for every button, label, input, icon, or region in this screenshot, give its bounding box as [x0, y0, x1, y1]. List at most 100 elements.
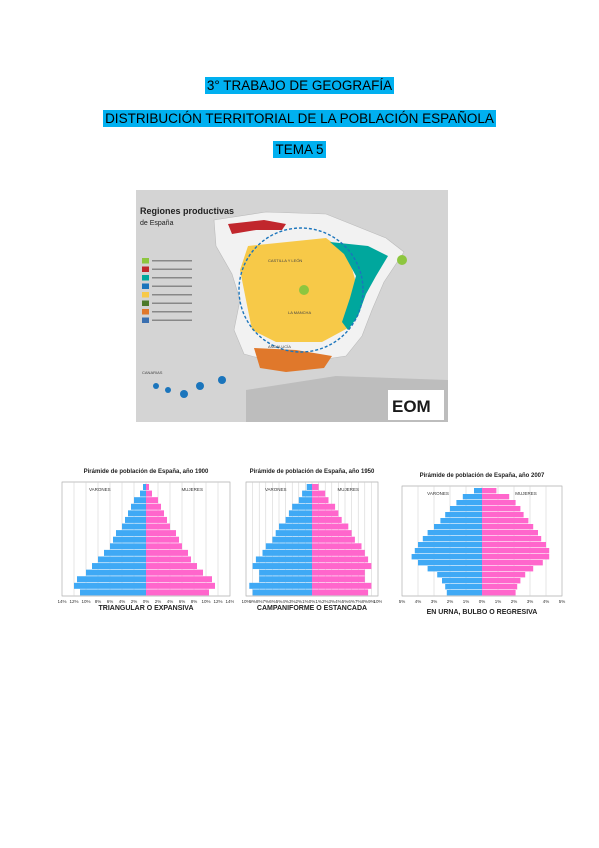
- pyramid-title: Pirámide de población de España, año 195…: [250, 469, 375, 475]
- tick-label: 10%: [242, 599, 251, 604]
- tick-label: 1%: [302, 599, 309, 604]
- male-label: VARONES: [265, 487, 287, 492]
- legend-swatch: [142, 258, 149, 264]
- tick-label: 6%: [179, 599, 186, 604]
- female-bar: [146, 503, 161, 510]
- tick-label: 3%: [289, 599, 296, 604]
- tick-label: 0%: [479, 599, 486, 604]
- male-bar: [474, 488, 482, 494]
- male-bar: [110, 543, 146, 550]
- pyramid-caption-2007: EN URNA, BULBO O REGRESIVA: [426, 609, 538, 616]
- legend-swatch: [142, 317, 149, 323]
- female-bar: [482, 536, 542, 542]
- legend-text-line: [152, 260, 192, 262]
- male-bar: [140, 490, 146, 497]
- male-bar: [116, 530, 146, 537]
- tick-label: 3%: [329, 599, 336, 604]
- female-bar: [312, 556, 369, 563]
- female-bar: [146, 490, 152, 497]
- tick-label: 0%: [143, 599, 150, 604]
- eom-logo: EOM: [392, 397, 431, 416]
- canary-island: [153, 383, 159, 389]
- male-bar: [446, 590, 482, 596]
- female-label: MUJERES: [515, 491, 537, 496]
- tick-label: 7%: [263, 599, 270, 604]
- pyramid-1950: Pirámide de población de España, año 195…: [242, 469, 382, 604]
- male-bar: [445, 584, 482, 590]
- tick-label: 2%: [296, 599, 303, 604]
- female-bar: [146, 569, 203, 576]
- female-bar: [146, 549, 188, 556]
- pyramid-title: Pirámide de población de España, año 190…: [84, 469, 209, 475]
- tick-label: 2%: [447, 599, 454, 604]
- title-text-2: DISTRIBUCIÓN TERRITORIAL DE LA POBLACIÓN…: [103, 110, 496, 127]
- legend-text-line: [152, 319, 192, 321]
- pyramid-caption-1950: CAMPANIFORME O ESTANCADA: [256, 605, 368, 612]
- male-bar: [80, 589, 146, 596]
- male-bar: [411, 554, 482, 560]
- male-bar: [440, 518, 482, 524]
- male-bar: [259, 576, 312, 583]
- female-bar: [482, 572, 526, 578]
- male-bar: [128, 510, 146, 517]
- legend-text-line: [152, 311, 192, 313]
- legend-text-line: [152, 277, 192, 279]
- tick-label: 9%: [368, 599, 375, 604]
- male-bar: [298, 497, 312, 504]
- female-bar: [482, 554, 550, 560]
- male-bar: [125, 516, 146, 523]
- female-bar: [146, 576, 212, 583]
- north-region: [228, 220, 286, 234]
- pyramid-caption-1900: TRIANGULAR O EXPANSIVA: [98, 605, 194, 612]
- male-bar: [265, 543, 312, 550]
- tick-label: 2%: [155, 599, 162, 604]
- female-bar: [312, 484, 319, 490]
- male-bar: [456, 500, 482, 506]
- tick-label: 4%: [415, 599, 422, 604]
- title-text-3: TEMA 5: [273, 141, 326, 158]
- female-bar: [312, 516, 342, 523]
- title-line-2: DISTRIBUCIÓN TERRITORIAL DE LA POBLACIÓN…: [0, 110, 599, 128]
- region-label: CANARIAS: [142, 370, 163, 375]
- tick-label: 6%: [107, 599, 114, 604]
- female-bar: [312, 490, 326, 497]
- male-bar: [134, 497, 146, 504]
- canary-island: [218, 376, 226, 384]
- female-bar: [482, 500, 516, 506]
- tick-label: 5%: [342, 599, 349, 604]
- tick-label: 14%: [225, 599, 234, 604]
- canary-island: [196, 382, 204, 390]
- male-label: VARONES: [427, 491, 449, 496]
- tick-label: 10%: [373, 599, 382, 604]
- legend-swatch: [142, 266, 149, 272]
- title-line-1: 3° TRABAJO DE GEOGRAFÍA: [0, 77, 599, 95]
- legend-swatch: [142, 292, 149, 298]
- male-bar: [279, 523, 312, 530]
- male-bar: [259, 569, 312, 576]
- title-line-3: TEMA 5: [0, 141, 599, 159]
- pyramid-title: Pirámide de población de España, año 200…: [420, 473, 545, 479]
- female-bar: [146, 582, 215, 589]
- male-bar: [418, 542, 482, 548]
- female-bar: [482, 548, 550, 554]
- tick-label: 8%: [362, 599, 369, 604]
- female-bar: [312, 503, 336, 510]
- canary-island: [165, 387, 171, 393]
- tick-label: 8%: [191, 599, 198, 604]
- male-bar: [104, 549, 146, 556]
- male-bar: [306, 484, 312, 490]
- legend-swatch: [142, 275, 149, 281]
- map-subtitle: de España: [140, 220, 174, 227]
- male-label: VARONES: [89, 487, 111, 492]
- female-bar: [312, 589, 369, 596]
- tick-label: 3%: [431, 599, 438, 604]
- female-bar: [482, 512, 524, 518]
- tick-label: 1%: [495, 599, 502, 604]
- male-bar: [292, 503, 312, 510]
- region-label: ANDALUCÍA: [268, 344, 291, 349]
- female-bar: [146, 556, 191, 563]
- tick-label: 1%: [463, 599, 470, 604]
- male-bar: [131, 503, 146, 510]
- region-label: LA MANCHA: [288, 310, 311, 315]
- pyramid-2007: Pirámide de población de España, año 200…: [399, 473, 566, 604]
